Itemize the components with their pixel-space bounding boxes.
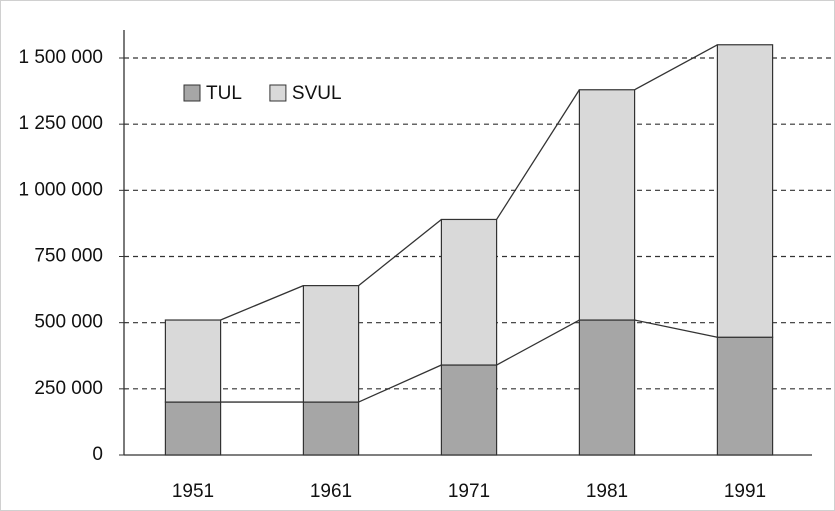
series-line xyxy=(634,44,718,91)
bar-segment xyxy=(164,401,222,456)
legend-swatch xyxy=(269,84,287,102)
bar-segment xyxy=(578,89,636,321)
bar-segment xyxy=(440,364,498,456)
y-tick-label: 1 500 000 xyxy=(18,47,103,68)
x-tick-label: 1971 xyxy=(448,481,490,502)
legend-label: SVUL xyxy=(292,83,342,104)
bar-segment xyxy=(302,285,360,403)
legend-label: TUL xyxy=(206,83,242,104)
series-line xyxy=(634,319,718,338)
x-tick-label: 1981 xyxy=(586,481,628,502)
x-tick-label: 1961 xyxy=(310,481,352,502)
y-tick-label: 250 000 xyxy=(34,378,103,399)
y-tick-label: 1 000 000 xyxy=(18,179,103,200)
series-line xyxy=(358,364,442,403)
y-tick-label: 500 000 xyxy=(34,312,103,333)
series-line xyxy=(496,319,580,366)
y-tick-label: 750 000 xyxy=(34,246,103,267)
legend-swatch xyxy=(183,84,201,102)
bar-segment xyxy=(578,319,636,456)
bar-segment xyxy=(164,319,222,403)
bar-segment xyxy=(302,401,360,456)
x-tick-label: 1951 xyxy=(172,481,214,502)
y-tick-label: 0 xyxy=(92,444,103,465)
series-line xyxy=(496,89,580,220)
series-line xyxy=(220,285,304,321)
bar-segment xyxy=(716,336,774,456)
bar-segment xyxy=(716,44,774,338)
x-tick-label: 1991 xyxy=(724,481,766,502)
y-tick-label: 1 250 000 xyxy=(18,113,103,134)
series-line xyxy=(358,218,442,287)
bar-segment xyxy=(440,218,498,366)
